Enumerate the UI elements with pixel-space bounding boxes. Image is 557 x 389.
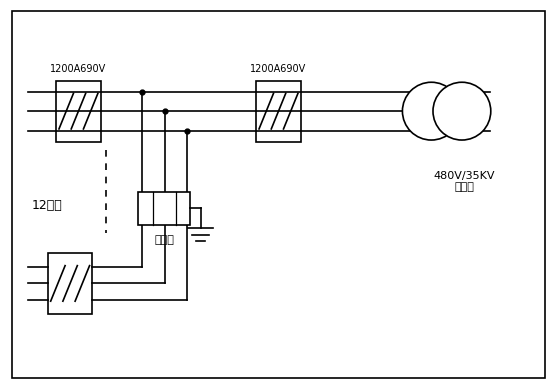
Bar bbox=[256, 81, 301, 142]
Text: 防雷器: 防雷器 bbox=[154, 235, 174, 245]
Bar bbox=[139, 192, 189, 225]
Text: 1200A690V: 1200A690V bbox=[251, 64, 306, 74]
Bar bbox=[48, 253, 92, 314]
Text: 12并联: 12并联 bbox=[31, 199, 62, 212]
Circle shape bbox=[433, 82, 491, 140]
Text: 480V/35KV
升压变: 480V/35KV 升压变 bbox=[434, 171, 495, 192]
Text: 1200A690V: 1200A690V bbox=[50, 64, 106, 74]
Circle shape bbox=[402, 82, 460, 140]
Bar bbox=[56, 81, 101, 142]
